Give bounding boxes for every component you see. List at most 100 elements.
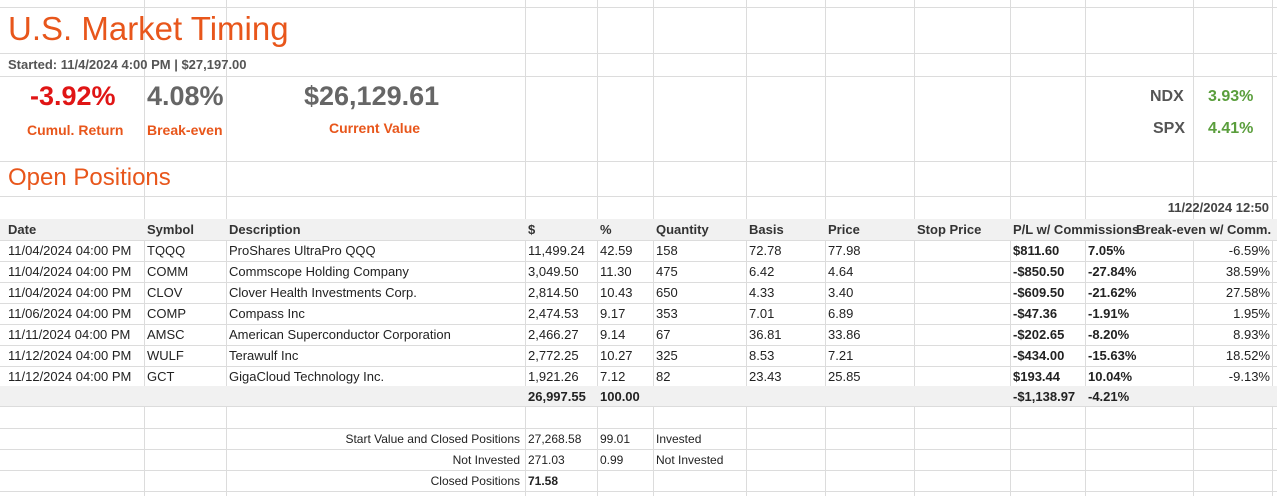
cell-pl[interactable]: -$609.50: [1013, 285, 1065, 300]
cell-percent[interactable]: 10.43: [600, 285, 633, 300]
cell-pl[interactable]: $811.60: [1013, 243, 1060, 258]
cell-pl[interactable]: -$850.50: [1013, 264, 1065, 279]
total-pl-percent[interactable]: -4.21%: [1088, 389, 1130, 404]
total-percent[interactable]: 100.00: [600, 389, 640, 404]
cell-basis[interactable]: 7.01: [749, 306, 775, 321]
cell-break-even[interactable]: 27.58%: [1225, 285, 1270, 300]
cell-quantity[interactable]: 353: [656, 306, 678, 321]
total-amount[interactable]: 26,997.55: [528, 389, 586, 404]
cell-price[interactable]: 3.40: [828, 285, 854, 300]
cell-amount[interactable]: 2,474.53: [528, 306, 579, 321]
cell-date[interactable]: 11/04/2024 04:00 PM: [8, 243, 132, 258]
cell-percent[interactable]: 9.17: [600, 306, 626, 321]
cell-symbol[interactable]: GCT: [147, 369, 175, 384]
summary-value-closed[interactable]: 71.58: [528, 474, 559, 488]
cell-price[interactable]: 25.85: [828, 369, 861, 384]
cell-percent[interactable]: 42.59: [600, 243, 633, 258]
cell-description[interactable]: Compass Inc: [229, 306, 305, 321]
cell-pl-percent[interactable]: -21.62%: [1088, 285, 1137, 300]
cell-percent[interactable]: 10.27: [600, 348, 633, 363]
cell-symbol[interactable]: CLOV: [147, 285, 183, 300]
cell-description[interactable]: Commscope Holding Company: [229, 264, 409, 279]
cell-description[interactable]: Terawulf Inc: [229, 348, 299, 363]
cell-basis[interactable]: 36.81: [749, 327, 782, 342]
cell-amount[interactable]: 2,772.25: [528, 348, 579, 363]
cell-amount[interactable]: 1,921.26: [528, 369, 579, 384]
summary-value-start[interactable]: 27,268.58: [528, 432, 582, 446]
cell-percent[interactable]: 11.30: [600, 264, 632, 279]
cell-basis[interactable]: 72.78: [749, 243, 782, 258]
cell-pl-percent[interactable]: -1.91%: [1088, 306, 1130, 321]
cell-date[interactable]: 11/04/2024 04:00 PM: [8, 285, 132, 300]
cell-quantity[interactable]: 325: [656, 348, 678, 363]
col-header-quantity[interactable]: Quantity: [656, 222, 709, 237]
cell-percent[interactable]: 7.12: [600, 369, 626, 384]
cell-pl-percent[interactable]: 10.04%: [1088, 369, 1133, 384]
cell-date[interactable]: 11/12/2024 04:00 PM: [8, 369, 132, 384]
cell-pl[interactable]: $193.44: [1013, 369, 1060, 384]
cell-amount[interactable]: 3,049.50: [528, 264, 579, 279]
cell-price[interactable]: 4.64: [828, 264, 854, 279]
cell-pl[interactable]: -$202.65: [1013, 327, 1065, 342]
cell-break-even[interactable]: 18.52%: [1225, 348, 1270, 363]
cell-basis[interactable]: 6.42: [749, 264, 775, 279]
total-pl[interactable]: -$1,138.97: [1013, 389, 1076, 404]
cell-price[interactable]: 33.86: [828, 327, 861, 342]
cell-percent[interactable]: 9.14: [600, 327, 626, 342]
cell-quantity[interactable]: 650: [656, 285, 678, 300]
cell-pl[interactable]: -$47.36: [1013, 306, 1058, 321]
cell-break-even[interactable]: 8.93%: [1233, 327, 1270, 342]
cell-quantity[interactable]: 475: [656, 264, 678, 279]
cell-amount[interactable]: 2,466.27: [528, 327, 579, 342]
cell-description[interactable]: GigaCloud Technology Inc.: [229, 369, 385, 384]
cell-pl-percent[interactable]: 7.05%: [1088, 243, 1125, 258]
col-header-pl[interactable]: P/L w/ Commissions: [1013, 222, 1140, 237]
cell-description[interactable]: Clover Health Investments Corp.: [229, 285, 417, 300]
cell-price[interactable]: 6.89: [828, 306, 854, 321]
col-header-price[interactable]: Price: [828, 222, 860, 237]
summary-note-invested[interactable]: Invested: [656, 432, 702, 446]
cell-date[interactable]: 11/11/2024 04:00 PM: [8, 327, 131, 342]
cell-pl[interactable]: -$434.00: [1013, 348, 1065, 363]
cell-description[interactable]: ProShares UltraPro QQQ: [229, 243, 376, 258]
col-header-amount[interactable]: $: [528, 222, 536, 237]
cell-quantity[interactable]: 67: [656, 327, 671, 342]
col-header-basis[interactable]: Basis: [749, 222, 784, 237]
cell-price[interactable]: 7.21: [828, 348, 854, 363]
cell-basis[interactable]: 23.43: [749, 369, 782, 384]
cell-break-even[interactable]: 38.59%: [1225, 264, 1270, 279]
cell-amount[interactable]: 11,499.24: [528, 243, 585, 258]
cell-date[interactable]: 11/04/2024 04:00 PM: [8, 264, 132, 279]
cell-symbol[interactable]: AMSC: [147, 327, 185, 342]
summary-note-not-invested[interactable]: Not Invested: [656, 453, 724, 467]
summary-pct-not-invested[interactable]: 0.99: [600, 453, 624, 467]
cell-pl-percent[interactable]: -15.63%: [1088, 348, 1137, 363]
col-header-description[interactable]: Description: [229, 222, 301, 237]
cell-amount[interactable]: 2,814.50: [528, 285, 579, 300]
cell-symbol[interactable]: COMM: [147, 264, 189, 279]
cell-pl-percent[interactable]: -27.84%: [1088, 264, 1137, 279]
cell-basis[interactable]: 4.33: [749, 285, 775, 300]
col-header-break-even[interactable]: Break-even w/ Comm.: [1136, 222, 1272, 237]
cell-price[interactable]: 77.98: [828, 243, 861, 258]
cell-quantity[interactable]: 82: [656, 369, 671, 384]
cell-basis[interactable]: 8.53: [749, 348, 775, 363]
cell-date[interactable]: 11/12/2024 04:00 PM: [8, 348, 132, 363]
cell-break-even[interactable]: 1.95%: [1233, 306, 1270, 321]
cell-symbol[interactable]: TQQQ: [147, 243, 186, 258]
spx-label: SPX: [1153, 120, 1186, 137]
cell-break-even[interactable]: -9.13%: [1228, 369, 1270, 384]
cell-symbol[interactable]: COMP: [147, 306, 186, 321]
cell-break-even[interactable]: -6.59%: [1228, 243, 1270, 258]
col-header-stop-price[interactable]: Stop Price: [917, 222, 982, 237]
cell-pl-percent[interactable]: -8.20%: [1088, 327, 1130, 342]
cell-symbol[interactable]: WULF: [147, 348, 184, 363]
cell-description[interactable]: American Superconductor Corporation: [229, 327, 451, 342]
summary-value-not-invested[interactable]: 271.03: [528, 453, 565, 467]
cell-quantity[interactable]: 158: [656, 243, 678, 258]
cell-date[interactable]: 11/06/2024 04:00 PM: [8, 306, 132, 321]
summary-pct-start[interactable]: 99.01: [600, 432, 631, 446]
col-header-date[interactable]: Date: [8, 222, 37, 237]
col-header-symbol[interactable]: Symbol: [147, 222, 194, 237]
col-header-percent[interactable]: %: [600, 222, 612, 237]
